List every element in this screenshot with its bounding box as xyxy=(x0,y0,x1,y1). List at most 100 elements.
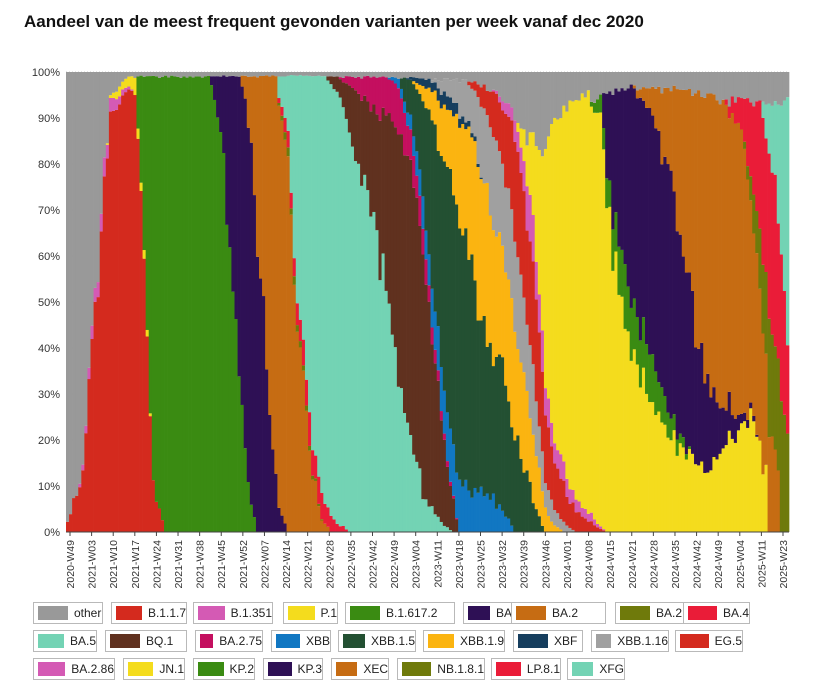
bar-segment-xbf xyxy=(421,78,425,87)
bar-segment-xbb-1-9 xyxy=(470,137,474,255)
bar-segment-xbb-1-5 xyxy=(473,280,477,488)
bar-segment-kp-2 xyxy=(651,354,655,403)
bar-segment-ba-5 xyxy=(402,413,407,532)
bar-segment-other xyxy=(154,72,159,77)
bar-segment-jn-1 xyxy=(531,132,536,215)
bar-segment-bq-1 xyxy=(384,115,389,291)
bar-segment-xbb xyxy=(494,508,499,532)
bar-segment-xec xyxy=(715,100,719,403)
bar-segment-other xyxy=(620,72,624,89)
bar-segment-kp-2 xyxy=(599,94,603,113)
legend-swatch xyxy=(38,634,64,648)
legend-swatch xyxy=(402,662,432,676)
bar-segment-kp-3 xyxy=(721,407,726,449)
bar-segment-ba-2-75 xyxy=(455,518,459,520)
bar-segment-bq-1 xyxy=(357,93,361,164)
bar-segment-xbb-1-16 xyxy=(501,163,505,246)
bar-segment-ba-5 xyxy=(421,499,425,532)
bar-segment-b-1-617-2 xyxy=(234,319,238,532)
bar-segment-b-1-351 xyxy=(78,483,82,488)
bar-segment-other xyxy=(167,72,171,78)
legend-swatch xyxy=(518,634,548,648)
bar-segment-ba-4 xyxy=(304,379,309,406)
bar-segment-xbb-1-16 xyxy=(516,257,520,350)
bar-segment-other xyxy=(687,72,692,90)
bar-segment-other xyxy=(295,72,300,76)
bar-segment-b-1-1-7 xyxy=(105,158,110,533)
bar-segment-bq-1 xyxy=(430,344,434,507)
bar-segment-b-1-617-2 xyxy=(185,77,189,532)
bar-segment-xbb-1-16 xyxy=(436,80,441,89)
bar-segment-b-1-617-2 xyxy=(160,77,165,521)
bar-segment-p-1 xyxy=(136,128,140,139)
bar-segment-kp-3 xyxy=(697,348,701,466)
bar-segment-eg-5 xyxy=(577,512,582,532)
bar-segment-other xyxy=(448,72,453,81)
bar-segment-other xyxy=(329,72,333,77)
bar-segment-bq-1 xyxy=(421,254,425,500)
bar-segment-ba-2 xyxy=(292,284,297,532)
bar-segment-xbb xyxy=(424,230,428,260)
bar-segment-b-1-617-2 xyxy=(197,76,202,532)
bar-segment-other xyxy=(332,72,336,77)
bar-segment-kp-3 xyxy=(611,94,615,230)
bar-segment-xec xyxy=(687,89,692,273)
bar-segment-bq-1 xyxy=(347,85,352,133)
bar-segment-xbb xyxy=(479,486,483,532)
bar-segment-other xyxy=(360,72,364,79)
bar-segment-other xyxy=(684,72,689,91)
bar-segment-xbb xyxy=(458,479,462,532)
bar-segment-other xyxy=(638,72,643,90)
bar-segment-lp-8-1 xyxy=(730,96,735,114)
bar-segment-bq-1 xyxy=(439,420,444,522)
bar-segment-eg-5 xyxy=(467,81,471,86)
bar-segment-xec xyxy=(638,89,643,98)
bar-segment-ba-2-75 xyxy=(448,481,453,487)
bar-segment-eg-5 xyxy=(602,530,606,532)
bar-segment-other xyxy=(785,72,790,98)
bar-segment-kp-3 xyxy=(623,90,627,265)
bar-segment-other xyxy=(102,72,107,158)
bar-segment-ba-5 xyxy=(399,388,404,532)
bar-segment-other xyxy=(580,72,585,94)
bar-segment-eg-5 xyxy=(522,191,526,298)
bar-segment-bq-1 xyxy=(378,120,382,281)
legend-item: EG.5 xyxy=(675,630,743,652)
x-tick-label: 2024-W28 xyxy=(648,540,660,589)
bar-segment-other xyxy=(105,72,110,144)
bar-segment-b-1-351 xyxy=(99,213,104,232)
bar-segment-xbb-1-5 xyxy=(531,503,536,532)
bar-segment-xbf xyxy=(473,136,477,142)
bar-segment-b-1-617-2 xyxy=(139,75,143,183)
bar-segment-b-1-617-2 xyxy=(209,85,214,532)
bar-segment-xbb-1-5 xyxy=(497,354,502,505)
legend-label: P.1 xyxy=(320,606,337,620)
bar-segment-jn-1 xyxy=(568,100,572,490)
legend-label: KP.2 xyxy=(229,662,254,676)
bar-segment-kp-3 xyxy=(739,413,744,424)
bar-segment-ba-2-75 xyxy=(421,228,425,255)
bar-segment-other xyxy=(660,72,664,94)
bar-segment-jn-1 xyxy=(525,145,529,187)
bar-segment-other xyxy=(393,72,398,78)
bar-segment-kp-3 xyxy=(666,164,670,413)
bar-segment-ba-4 xyxy=(289,192,294,209)
x-tick-label: 2024-W49 xyxy=(713,540,725,589)
bar-segment-b-1-617-2 xyxy=(136,76,140,129)
bar-segment-jn-1 xyxy=(528,132,533,195)
bar-segment-nb-1-8-1 xyxy=(770,334,775,437)
bar-segment-ba-2 xyxy=(295,331,300,532)
bar-segment-other xyxy=(540,72,545,157)
bar-segment-xbb-1-9 xyxy=(501,245,505,358)
bar-segment-xbb-1-5 xyxy=(448,168,453,429)
bar-segment-other xyxy=(301,72,306,76)
bar-segment-xbb xyxy=(482,496,487,532)
bar-segment-other xyxy=(418,72,422,79)
bar-segment-b-1-617-2 xyxy=(179,77,183,532)
legend-item: B.1.617.2 xyxy=(345,602,455,624)
y-tick-label: 50% xyxy=(38,297,60,309)
legend-swatch xyxy=(268,662,292,676)
bar-segment-kp-3 xyxy=(694,347,698,465)
bar-segment-ba-2-75 xyxy=(381,76,385,108)
bar-segment-xbb-1-9 xyxy=(504,272,508,386)
